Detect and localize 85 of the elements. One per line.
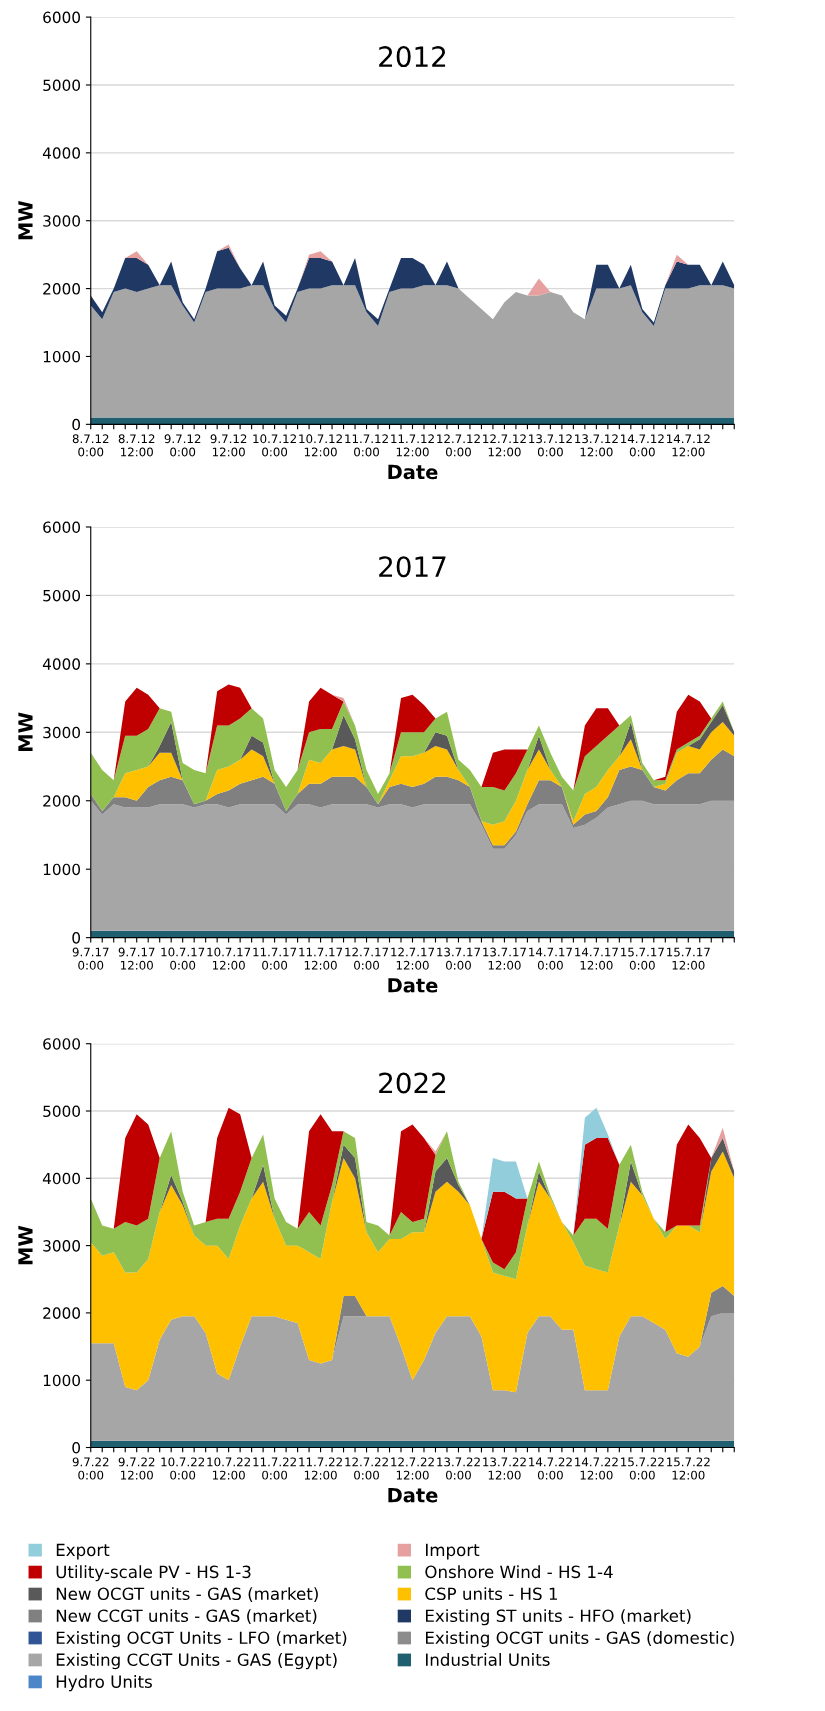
- y-tick-label: 1000: [43, 350, 81, 363]
- text: 2017: [379, 556, 446, 578]
- x-tick-label: 13.7.12 0:00: [529, 434, 572, 457]
- x-tick-label: 9.7.22 0:00: [72, 1457, 109, 1480]
- y-tick-label: 3000: [43, 1240, 81, 1252]
- x-tick-label: 11.7.17 12:00: [299, 947, 343, 970]
- x-tick-label: 9.7.17 12:00: [118, 947, 155, 970]
- y-tick-label: 4000: [42, 147, 81, 159]
- x-tick-label: 11.7.12 0:00: [345, 434, 388, 457]
- x-axis-title: Date: [388, 978, 438, 993]
- x-tick-label: 12.7.17 0:00: [345, 947, 389, 970]
- legend-label: Hydro Units: [56, 1675, 152, 1692]
- text: 2022: [379, 1072, 446, 1094]
- x-tick-label: 14.7.12 0:00: [621, 434, 664, 457]
- x-tick-label: 13.7.17 0:00: [437, 947, 480, 970]
- y-tick-label: 1000: [43, 863, 81, 876]
- legend-label: New OCGT units - GAS (market): [56, 1587, 318, 1603]
- legend-label: New CCGT units - GAS (market): [56, 1609, 317, 1625]
- y-tick-label: 2000: [43, 1307, 81, 1319]
- y-tick-label: 0: [72, 932, 81, 944]
- x-tick-label: 8.7.12 0:00: [72, 434, 109, 457]
- legend-label: Existing OCGT Units - LFO (market): [56, 1631, 347, 1648]
- x-tick-label: 15.7.22 0:00: [621, 1457, 664, 1480]
- x-tick-label: 14.7.17 0:00: [529, 947, 572, 970]
- x-tick-label: 12.7.22 0:00: [345, 1457, 388, 1480]
- x-tick-label: 9.7.17 0:00: [72, 947, 109, 970]
- x-tick-label: 14.7.17 12:00: [575, 947, 618, 970]
- x-tick-label: 15.7.17 0:00: [621, 947, 664, 970]
- y-tick-label: 6000: [43, 1038, 81, 1050]
- legend-label: Existing CCGT Units - GAS (Egypt): [56, 1653, 337, 1670]
- text: 2012: [379, 46, 446, 68]
- y-tick-label: 0: [72, 418, 81, 431]
- y-tick-label: 1000: [43, 1374, 81, 1387]
- legend-label: Export: [56, 1543, 110, 1560]
- x-axis-title: Date: [388, 1488, 438, 1503]
- y-tick-label: 3000: [43, 726, 81, 739]
- legend-label: Industrial Units: [426, 1653, 550, 1666]
- y-axis-title: MW: [18, 1225, 33, 1265]
- x-tick-label: 10.7.12 0:00: [253, 434, 296, 457]
- x-tick-label: 12.7.22 12:00: [391, 1457, 434, 1480]
- y-tick-label: 2000: [43, 283, 81, 295]
- legend-label: CSP units - HS 1: [425, 1587, 557, 1601]
- y-tick-label: 0: [72, 1441, 81, 1454]
- x-tick-label: 14.7.22 12:00: [575, 1457, 618, 1480]
- x-tick-label: 10.7.17 0:00: [161, 947, 205, 970]
- y-tick-label: 4000: [42, 1172, 81, 1185]
- x-tick-label: 9.7.12 12:00: [210, 434, 247, 457]
- legend-label: Utility-scale PV - HS 1-3: [56, 1565, 251, 1582]
- x-tick-label: 13.7.17 12:00: [483, 947, 526, 970]
- x-tick-label: 10.7.17 12:00: [207, 947, 251, 970]
- y-tick-label: 5000: [43, 1105, 81, 1118]
- legend-label: Import: [426, 1543, 480, 1560]
- x-tick-label: 12.7.12 12:00: [483, 434, 526, 457]
- x-tick-label: 14.7.12 12:00: [667, 434, 710, 457]
- y-tick-label: 5000: [43, 589, 81, 602]
- y-axis-title: MW: [18, 200, 33, 240]
- x-tick-label: 15.7.17 12:00: [667, 947, 710, 970]
- y-tick-label: 6000: [43, 521, 81, 534]
- x-tick-label: 13.7.12 12:00: [575, 434, 618, 457]
- x-tick-label: 11.7.17 0:00: [253, 947, 297, 970]
- legend-label: Existing ST units - HFO (market): [426, 1609, 691, 1626]
- y-tick-label: 2000: [43, 795, 81, 807]
- y-tick-label: 4000: [42, 658, 81, 670]
- y-tick-label: 3000: [43, 215, 81, 227]
- x-tick-label: 15.7.22 12:00: [667, 1457, 710, 1480]
- x-tick-label: 14.7.22 0:00: [529, 1457, 572, 1480]
- y-axis-title: MW: [18, 712, 33, 751]
- x-tick-label: 11.7.22 0:00: [253, 1457, 296, 1480]
- x-axis-title: Date: [388, 464, 438, 480]
- x-tick-label: 9.7.22 12:00: [118, 1457, 155, 1480]
- x-tick-label: 8.7.12 12:00: [118, 434, 155, 457]
- x-tick-label: 10.7.22 12:00: [207, 1457, 250, 1480]
- x-tick-label: 11.7.12 12:00: [391, 434, 434, 457]
- x-tick-label: 12.7.17 12:00: [391, 947, 435, 970]
- x-tick-label: 10.7.22 0:00: [161, 1457, 205, 1480]
- x-tick-label: 13.7.22 12:00: [483, 1457, 526, 1480]
- legend-label: Existing OCGT units - GAS (domestic): [426, 1631, 734, 1648]
- x-tick-label: 13.7.22 0:00: [437, 1457, 480, 1480]
- y-tick-label: 6000: [43, 11, 81, 24]
- legend-label: Onshore Wind - HS 1-4: [425, 1565, 613, 1579]
- x-tick-label: 10.7.12 12:00: [299, 434, 342, 457]
- y-tick-label: 5000: [43, 79, 81, 91]
- x-tick-label: 12.7.12 0:00: [437, 434, 480, 457]
- x-tick-label: 9.7.12 0:00: [164, 434, 201, 457]
- x-tick-label: 11.7.22 12:00: [299, 1457, 342, 1480]
